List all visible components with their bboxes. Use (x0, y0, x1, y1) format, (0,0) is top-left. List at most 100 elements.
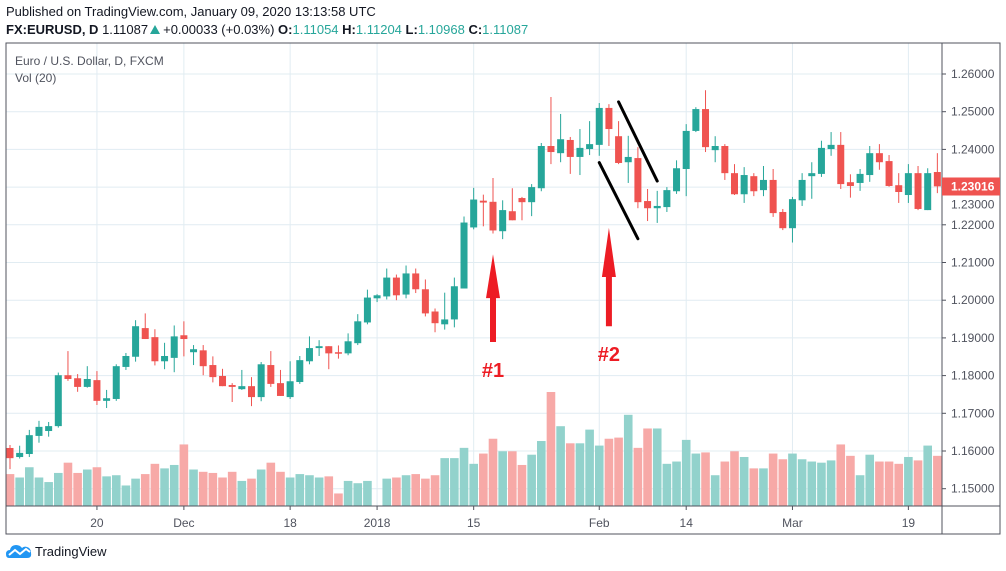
candle-body (257, 364, 265, 398)
volume-bar (739, 456, 749, 506)
candle-body (209, 365, 217, 378)
candle-body (392, 277, 400, 296)
volume-bar (353, 483, 363, 506)
volume-bar (430, 475, 440, 506)
candle-body (518, 198, 526, 203)
arrow-label: #1 (482, 360, 504, 382)
candle-body (54, 375, 62, 427)
candle-body (731, 173, 738, 195)
candle-body (885, 161, 893, 186)
price-tick-label: 1.19000 (951, 331, 995, 345)
candle-body (875, 153, 883, 163)
last-price: 1.11087 (102, 22, 149, 37)
volume-bar (652, 428, 662, 506)
candle-body (566, 139, 574, 157)
volume-bar (218, 477, 227, 506)
candle-body (412, 273, 420, 290)
volume-bar (508, 451, 517, 506)
low-value: 1.10968 (417, 22, 465, 37)
volume-bar (546, 392, 556, 506)
time-tick-label: 19 (902, 516, 916, 530)
candle-body (702, 109, 710, 148)
candle-body (615, 136, 623, 163)
time-tick-label: 2018 (364, 516, 391, 530)
volume-bar (450, 458, 459, 506)
grid-lines (6, 43, 942, 506)
volume-bar (565, 443, 575, 506)
volume-bar (778, 459, 788, 506)
volume-bar (913, 460, 923, 506)
price-tick-label: 1.16000 (951, 444, 995, 458)
volume-bar (479, 453, 488, 506)
open-value: 1.11054 (292, 22, 339, 37)
candle-body (914, 173, 922, 209)
symbol-info: FX:EURUSD, D 1.11087 +0.00033 (+0.03%) O:… (6, 22, 528, 37)
time-tick-label: 18 (283, 516, 297, 530)
candle-body (6, 447, 14, 459)
candle-body (489, 201, 497, 231)
volume-bar (169, 464, 179, 506)
volume-bar (198, 471, 208, 506)
volume-bar (768, 453, 778, 506)
volume-bar (604, 438, 614, 506)
candle-body (759, 179, 767, 191)
open-label: O: (278, 22, 293, 37)
candle-body (103, 398, 111, 401)
volume-bar (285, 477, 295, 506)
candle-body (132, 326, 140, 357)
volume-bar (63, 462, 73, 506)
candle-body (64, 375, 72, 379)
volume-bar (305, 475, 314, 506)
candle-body (305, 348, 313, 362)
candle-body (228, 385, 236, 387)
candle-body (344, 341, 352, 354)
candle-body (296, 360, 304, 383)
volume-bar (15, 477, 24, 506)
candle-body (605, 107, 613, 130)
candle-body (508, 211, 516, 221)
symbol-name: FX:EURUSD, D (6, 22, 99, 37)
volume-bar (411, 474, 421, 506)
volume-bar (469, 463, 478, 506)
volume-bar (517, 464, 527, 506)
volume-bar (160, 468, 169, 506)
volume-bar (208, 472, 218, 506)
candle-body (673, 168, 681, 192)
low-label: L: (405, 22, 418, 37)
candle-body (35, 426, 43, 436)
volume-bar (575, 443, 585, 506)
candle-body (170, 336, 178, 358)
candle-body (219, 375, 227, 387)
volume-bar (923, 445, 932, 506)
candle-body (441, 319, 449, 325)
candle-body (837, 144, 845, 185)
volume-bar (131, 478, 140, 506)
candle-body (576, 147, 584, 157)
volume-bar (256, 469, 266, 506)
chart-frame (5, 42, 1001, 535)
candle-body (924, 173, 932, 211)
volume-bar (140, 474, 150, 506)
candle-body (827, 144, 835, 150)
tradingview-logo[interactable]: TradingView (6, 543, 107, 559)
candle-body (83, 378, 91, 387)
price-tick-label: 1.24000 (951, 142, 995, 156)
axes: 1.15000 1.16000 1.17000 1.18000 1.19000 1.200… (5, 42, 1001, 535)
candle-body (141, 328, 149, 340)
volume-bar (585, 429, 594, 506)
candle-body (276, 383, 284, 396)
volume-bar (121, 485, 131, 506)
up-arrow-icon (601, 227, 616, 327)
candle-body (547, 146, 555, 153)
candle-body (788, 199, 796, 229)
candle-body (431, 311, 439, 324)
volume-bar (343, 480, 353, 506)
volume-bar (92, 467, 102, 506)
candle-body (238, 386, 246, 390)
volume-bar (875, 461, 884, 506)
volume-bar (324, 476, 334, 506)
volume-bar (614, 437, 623, 506)
volume-bar (730, 451, 739, 506)
candle-body (740, 175, 748, 195)
